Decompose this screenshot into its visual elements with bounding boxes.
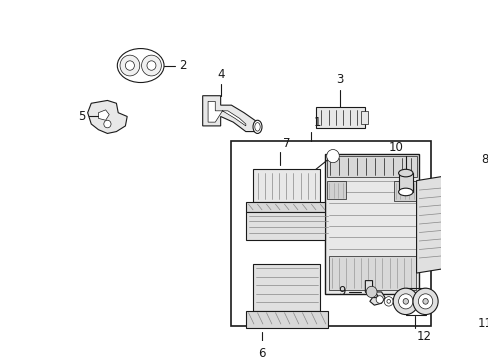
- Circle shape: [147, 61, 156, 70]
- Text: 5: 5: [79, 110, 86, 123]
- Text: 4: 4: [217, 68, 224, 81]
- Bar: [326, 181, 346, 199]
- Ellipse shape: [398, 188, 412, 196]
- Polygon shape: [416, 173, 462, 273]
- Ellipse shape: [254, 123, 260, 131]
- Polygon shape: [245, 202, 324, 212]
- Polygon shape: [252, 169, 320, 202]
- Circle shape: [386, 300, 390, 303]
- Bar: [315, 107, 365, 128]
- Polygon shape: [98, 110, 109, 120]
- Circle shape: [366, 286, 376, 298]
- Circle shape: [398, 294, 412, 309]
- Polygon shape: [87, 100, 127, 134]
- Ellipse shape: [398, 169, 412, 177]
- Bar: [252, 264, 320, 311]
- Bar: [393, 181, 417, 201]
- Circle shape: [412, 288, 437, 315]
- Circle shape: [486, 280, 488, 302]
- Text: 8: 8: [480, 153, 488, 166]
- Circle shape: [453, 289, 457, 293]
- Circle shape: [103, 120, 111, 128]
- Text: 6: 6: [258, 347, 265, 360]
- Circle shape: [384, 297, 392, 306]
- Polygon shape: [202, 96, 257, 131]
- Polygon shape: [365, 280, 385, 305]
- Circle shape: [450, 285, 461, 297]
- Text: 3: 3: [336, 73, 343, 86]
- Circle shape: [142, 55, 161, 76]
- Bar: [360, 111, 367, 124]
- Bar: [324, 154, 418, 294]
- Circle shape: [120, 55, 140, 76]
- Text: 11: 11: [477, 318, 488, 330]
- Polygon shape: [208, 102, 245, 126]
- Bar: [398, 173, 412, 192]
- Circle shape: [125, 61, 134, 70]
- Circle shape: [402, 298, 407, 304]
- Text: 10: 10: [388, 141, 403, 154]
- Text: 2: 2: [179, 59, 186, 72]
- Ellipse shape: [252, 120, 262, 134]
- Bar: [245, 311, 327, 328]
- Polygon shape: [462, 178, 475, 261]
- Ellipse shape: [117, 49, 163, 82]
- Circle shape: [326, 149, 339, 163]
- Text: 12: 12: [416, 330, 431, 343]
- Circle shape: [418, 294, 432, 309]
- Circle shape: [445, 280, 466, 302]
- Bar: [326, 156, 417, 177]
- Text: 1: 1: [313, 116, 321, 129]
- Bar: [245, 212, 324, 240]
- Circle shape: [422, 298, 427, 304]
- Text: 9: 9: [337, 285, 345, 298]
- Circle shape: [392, 288, 418, 315]
- Text: 7: 7: [282, 138, 289, 150]
- Circle shape: [375, 296, 383, 303]
- Bar: [230, 141, 430, 326]
- Bar: [328, 256, 415, 290]
